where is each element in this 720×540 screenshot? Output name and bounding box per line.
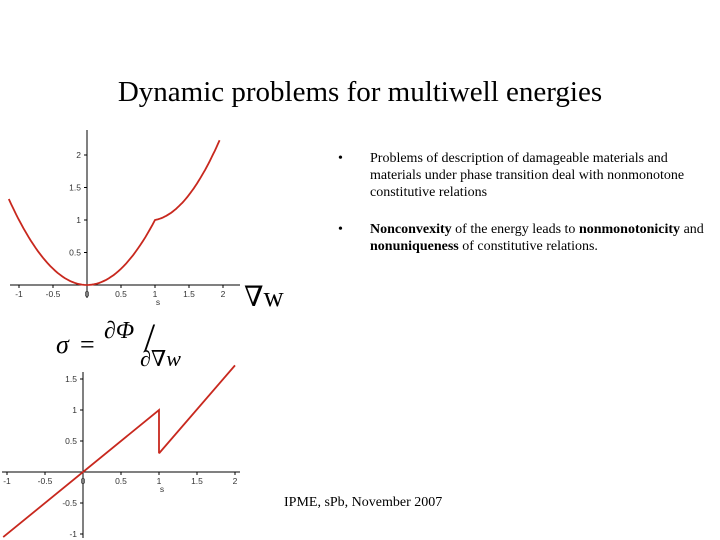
slide-title: Dynamic problems for multiwell energies xyxy=(117,76,603,108)
x-tick-label: 0.5 xyxy=(115,289,127,299)
stress-curve-branch-1 xyxy=(2,408,160,538)
bullet-bold-term: Nonconvexity xyxy=(370,222,452,237)
bullet-item-2: • Nonconvexity of the energy leads to no… xyxy=(338,221,708,255)
y-tick-label: 0.5 xyxy=(65,436,77,446)
x-tick-label: 0.5 xyxy=(115,476,127,486)
y-tick-label: -0.5 xyxy=(62,498,77,508)
energy-plot: -1 -0.5 0 0.5 1 1.5 2 2 1.5 1 0.5 s xyxy=(7,130,240,307)
bullet-list: • Problems of description of damageable … xyxy=(338,150,708,275)
y-tick-label: -1 xyxy=(69,529,77,539)
x-tick-label: 1.5 xyxy=(183,289,195,299)
bullet-bold-term: nonuniqueness xyxy=(370,239,459,254)
bullet-text: of the energy leads to xyxy=(451,222,579,237)
bullet-marker: • xyxy=(338,222,343,237)
y-tick-label: 1.5 xyxy=(69,183,81,193)
x-tick-label: 1.5 xyxy=(191,476,203,486)
x-tick-label: 0 xyxy=(81,476,86,486)
x-axis-symbol: s xyxy=(156,297,160,307)
sigma-symbol: σ xyxy=(56,330,69,359)
x-tick-label: 2 xyxy=(221,289,226,299)
bullet-text: Problems of description of damageable ma… xyxy=(370,151,685,200)
stress-curve-branch-2 xyxy=(158,364,236,454)
x-tick-label: -1 xyxy=(15,289,23,299)
y-tick-label: 1 xyxy=(72,405,77,415)
nabla-w-label: ∇w xyxy=(244,282,284,313)
x-tick-label: -0.5 xyxy=(46,289,61,299)
bullet-bold-term: nonmonotonicity xyxy=(578,222,681,237)
x-tick-label: 1 xyxy=(157,476,162,486)
bullet-item-1: • Problems of description of damageable … xyxy=(338,150,708,201)
formula-denominator: ∂∇w xyxy=(140,346,181,371)
x-axis-symbol: s xyxy=(160,484,164,494)
x-tick-label: 0 xyxy=(85,289,90,299)
y-tick-label: 1 xyxy=(76,215,81,225)
bullet-marker: • xyxy=(338,151,343,166)
energy-curve xyxy=(7,139,221,286)
x-tick-label: -0.5 xyxy=(38,476,53,486)
y-tick-label: 2 xyxy=(76,150,81,160)
y-tick-label: 1.5 xyxy=(65,374,77,384)
equals-sign: = xyxy=(80,330,95,359)
stress-formula: σ = ∂Φ / ∂∇w xyxy=(56,318,196,378)
y-tick-label: 0.5 xyxy=(69,248,81,258)
stress-plot: -1 -0.5 0 0.5 1 1.5 2 1.5 1 0.5 -0.5 -1 s xyxy=(2,364,240,539)
x-tick-label: 2 xyxy=(233,476,238,486)
formula-numerator: ∂Φ xyxy=(104,318,135,344)
x-tick-label: -1 xyxy=(3,476,11,486)
bullet-text: of constitutive relations. xyxy=(458,239,598,254)
fraction-slash: / xyxy=(144,315,156,360)
footer-text: IPME, sPb, November 2007 xyxy=(284,495,443,510)
bullet-text: and xyxy=(680,222,704,237)
x-tick-label: 1 xyxy=(153,289,158,299)
